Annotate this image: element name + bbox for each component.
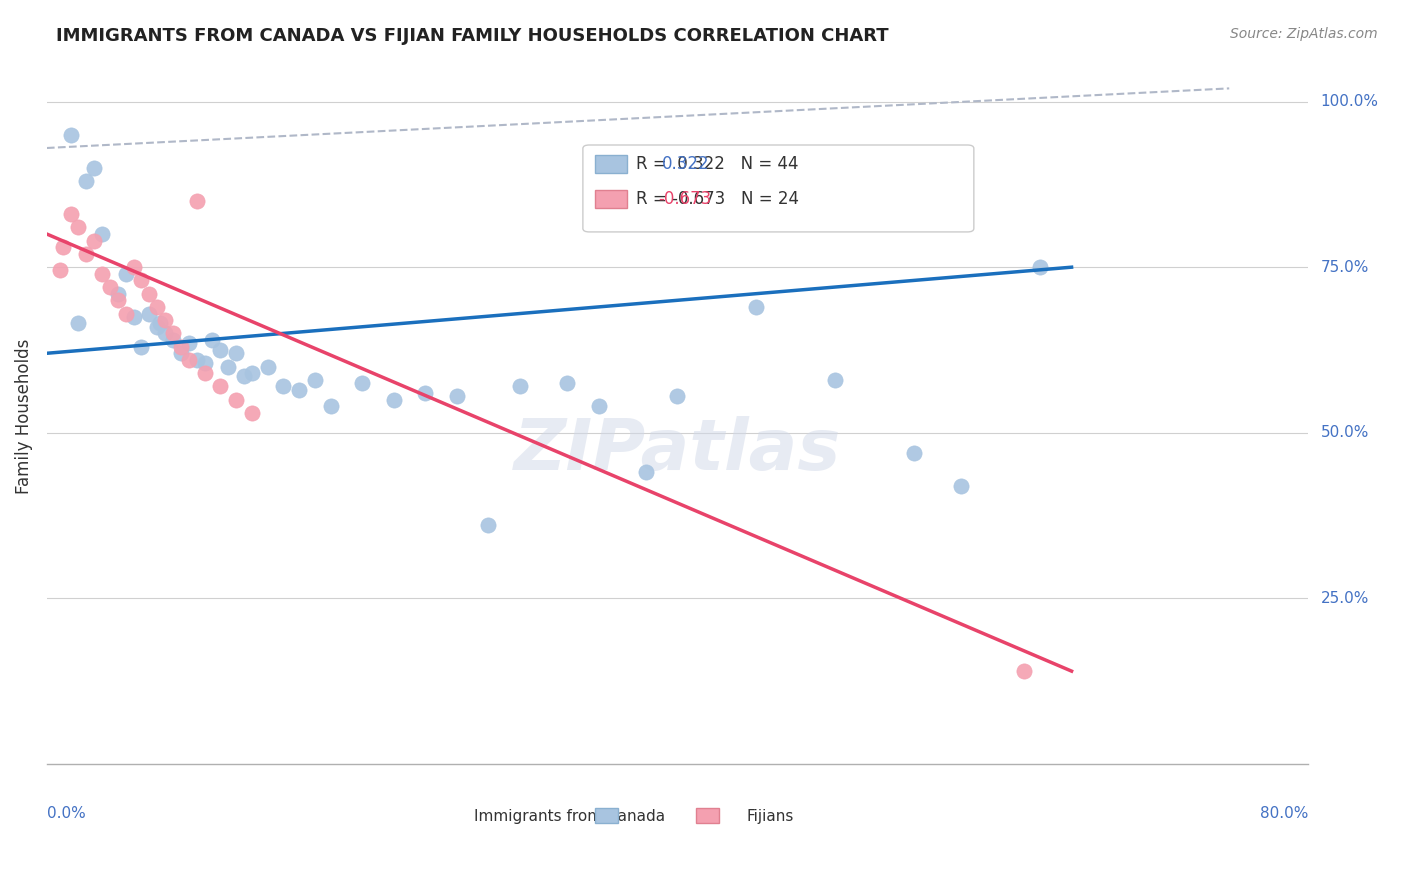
Point [153, 313, 176, 327]
Point [225, 392, 247, 407]
Text: R =  0.322   N = 44: R = 0.322 N = 44 [636, 155, 799, 173]
Point [146, 300, 169, 314]
Point [52, 240, 75, 254]
Point [304, 373, 326, 387]
Point [217, 359, 239, 374]
Text: 75.0%: 75.0% [1320, 260, 1369, 275]
Point [413, 386, 436, 401]
Point [162, 326, 184, 341]
Point [1029, 260, 1052, 275]
Point [138, 286, 160, 301]
Point [83, 161, 105, 175]
Text: R = -0.673   N = 24: R = -0.673 N = 24 [636, 190, 799, 208]
Y-axis label: Family Households: Family Households [15, 338, 32, 494]
Point [446, 389, 468, 403]
Point [114, 306, 136, 320]
FancyBboxPatch shape [696, 807, 718, 823]
Point [107, 293, 129, 308]
Point [114, 267, 136, 281]
Point [186, 352, 208, 367]
Point [634, 466, 657, 480]
Point [201, 333, 224, 347]
Text: IMMIGRANTS FROM CANADA VS FIJIAN FAMILY HOUSEHOLDS CORRELATION CHART: IMMIGRANTS FROM CANADA VS FIJIAN FAMILY … [56, 27, 889, 45]
Point [48, 263, 70, 277]
Point [59, 128, 82, 142]
Point [98, 280, 121, 294]
Point [588, 399, 610, 413]
Point [1014, 664, 1036, 678]
Point [209, 379, 232, 393]
Point [193, 366, 215, 380]
Point [153, 326, 176, 341]
Text: -0.673: -0.673 [658, 190, 711, 208]
Point [131, 340, 153, 354]
FancyBboxPatch shape [596, 155, 627, 173]
Point [75, 174, 97, 188]
Point [288, 383, 311, 397]
Text: Source: ZipAtlas.com: Source: ZipAtlas.com [1230, 27, 1378, 41]
Point [91, 267, 114, 281]
FancyBboxPatch shape [596, 807, 619, 823]
Text: 80.0%: 80.0% [1260, 805, 1308, 821]
Point [225, 346, 247, 360]
Point [59, 207, 82, 221]
Point [382, 392, 405, 407]
Text: 0.322: 0.322 [662, 155, 710, 173]
Point [75, 247, 97, 261]
Point [824, 373, 846, 387]
Point [177, 336, 200, 351]
Point [319, 399, 342, 413]
Point [666, 389, 689, 403]
Text: 0.0%: 0.0% [46, 805, 86, 821]
Point [273, 379, 295, 393]
FancyBboxPatch shape [583, 145, 974, 232]
Point [903, 445, 925, 459]
Point [209, 343, 232, 357]
Point [67, 317, 90, 331]
Text: Fijians: Fijians [747, 809, 794, 824]
Point [138, 306, 160, 320]
Text: ZIPatlas: ZIPatlas [513, 417, 841, 485]
Point [509, 379, 531, 393]
Point [233, 369, 256, 384]
Text: Immigrants from Canada: Immigrants from Canada [474, 809, 665, 824]
Point [477, 518, 499, 533]
Text: 50.0%: 50.0% [1320, 425, 1369, 441]
Point [555, 376, 578, 390]
Point [950, 479, 973, 493]
Point [240, 406, 263, 420]
Point [162, 333, 184, 347]
Text: 100.0%: 100.0% [1320, 95, 1379, 109]
Point [352, 376, 374, 390]
Point [745, 300, 768, 314]
Point [122, 260, 145, 275]
Point [67, 220, 90, 235]
Point [170, 346, 193, 360]
Point [131, 273, 153, 287]
Point [256, 359, 278, 374]
Point [146, 319, 169, 334]
Point [83, 234, 105, 248]
Point [149, 317, 172, 331]
Point [107, 286, 129, 301]
Point [240, 366, 263, 380]
Point [91, 227, 114, 241]
Point [122, 310, 145, 324]
Point [193, 356, 215, 370]
Point [170, 340, 193, 354]
Point [186, 194, 208, 208]
Point [177, 352, 200, 367]
Text: 25.0%: 25.0% [1320, 591, 1369, 606]
FancyBboxPatch shape [596, 190, 627, 208]
